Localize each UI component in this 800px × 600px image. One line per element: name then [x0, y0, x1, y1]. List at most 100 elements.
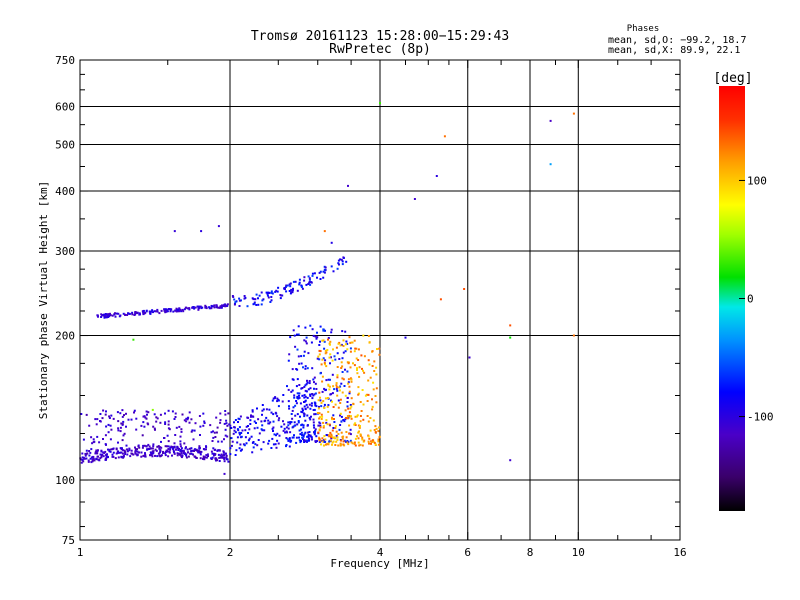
data-point — [119, 412, 122, 415]
data-point — [159, 421, 162, 424]
data-point — [372, 419, 375, 422]
data-point — [323, 268, 326, 271]
data-point — [220, 440, 223, 443]
y-tick-label: 400 — [55, 185, 75, 198]
data-point — [360, 354, 363, 357]
data-point — [298, 396, 301, 399]
data-point — [260, 428, 263, 431]
data-point — [327, 410, 330, 413]
data-point — [346, 397, 349, 399]
data-point — [347, 362, 350, 365]
data-point — [257, 297, 259, 300]
data-point — [153, 310, 156, 313]
data-point — [115, 448, 118, 451]
data-point — [282, 420, 284, 423]
data-point — [300, 424, 303, 427]
y-tick-label: 75 — [62, 534, 75, 547]
data-point — [359, 420, 362, 423]
data-point — [341, 371, 344, 373]
data-point — [108, 448, 111, 451]
data-point — [322, 329, 325, 332]
data-point — [302, 435, 305, 438]
x-tick-label: 6 — [464, 546, 471, 559]
data-point — [143, 425, 146, 428]
data-point — [323, 271, 326, 274]
data-point — [339, 412, 342, 415]
data-point — [319, 416, 322, 419]
data-point — [283, 287, 286, 290]
data-point — [307, 435, 310, 438]
data-point — [314, 413, 317, 416]
data-point — [229, 453, 232, 456]
data-point — [185, 446, 187, 449]
data-point — [306, 424, 309, 427]
data-point — [357, 437, 360, 440]
data-point — [192, 438, 195, 441]
data-point — [190, 418, 193, 421]
data-point — [183, 419, 186, 422]
data-point — [135, 417, 138, 420]
data-point — [188, 421, 191, 424]
data-point — [153, 427, 156, 430]
data-point — [114, 312, 116, 315]
data-point — [344, 350, 347, 353]
data-point — [198, 415, 201, 417]
data-point — [245, 425, 248, 428]
data-point — [261, 424, 264, 427]
data-point — [303, 401, 305, 403]
data-point — [260, 303, 263, 306]
data-point — [369, 429, 372, 432]
data-point — [118, 315, 121, 318]
data-point — [136, 448, 138, 451]
data-point — [267, 296, 270, 299]
data-point — [324, 329, 326, 332]
data-point — [337, 444, 340, 447]
data-point — [312, 418, 315, 421]
data-point — [138, 451, 141, 454]
data-point — [302, 424, 305, 427]
data-point — [274, 411, 277, 414]
data-point — [225, 454, 228, 457]
data-point — [349, 415, 352, 418]
data-point — [309, 407, 312, 410]
data-point — [153, 413, 156, 416]
data-point — [244, 429, 247, 432]
data-point — [323, 347, 326, 350]
data-point — [300, 284, 303, 287]
data-point — [133, 314, 136, 316]
data-point — [348, 414, 350, 417]
data-point — [91, 456, 93, 459]
data-point — [305, 390, 308, 393]
data-point — [330, 393, 333, 396]
data-point — [338, 428, 341, 431]
data-point — [96, 314, 99, 317]
data-point — [272, 426, 275, 429]
data-point — [265, 408, 268, 411]
data-point — [125, 444, 128, 447]
data-point — [143, 444, 146, 447]
data-point — [138, 446, 141, 449]
data-point — [284, 286, 287, 288]
data-point — [303, 339, 306, 342]
data-point — [318, 405, 320, 408]
data-point — [247, 416, 250, 419]
data-point — [226, 303, 229, 306]
data-point — [100, 450, 103, 453]
data-point — [349, 350, 352, 353]
data-point — [329, 362, 331, 365]
data-point — [327, 383, 330, 386]
data-point — [311, 274, 314, 277]
data-point — [168, 450, 171, 453]
data-point — [272, 397, 275, 400]
data-point — [288, 445, 291, 448]
data-point — [271, 399, 274, 402]
data-point — [185, 454, 188, 457]
y-tick-label: 750 — [55, 54, 75, 67]
data-point — [307, 352, 310, 355]
data-point — [117, 427, 120, 430]
data-point — [185, 420, 188, 423]
data-point — [321, 339, 324, 342]
data-point — [207, 455, 209, 458]
data-point — [363, 371, 366, 374]
data-point — [305, 403, 308, 406]
